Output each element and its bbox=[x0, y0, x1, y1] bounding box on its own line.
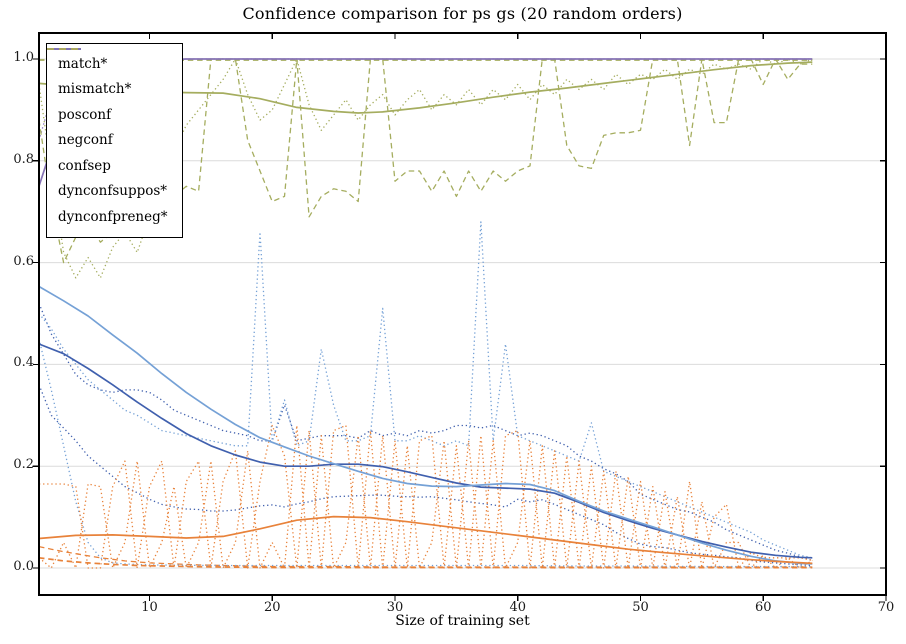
x-tick-label: 70 bbox=[877, 600, 895, 615]
legend-item-label: dynconfpreneg* bbox=[58, 208, 168, 225]
y-tick-label: 0.8 bbox=[13, 151, 34, 167]
x-tick-label: 60 bbox=[754, 600, 772, 615]
series-posconf-noisy-upper bbox=[38, 221, 813, 559]
x-axis-label: Size of training set bbox=[395, 613, 530, 629]
y-tick-label: 0.2 bbox=[13, 457, 34, 473]
legend-item: dynconfsuppos* bbox=[47, 48, 168, 205]
y-tick-label: 0.6 bbox=[13, 253, 34, 269]
chart-title: Confidence comparison for ps gs (20 rand… bbox=[242, 4, 683, 23]
series-dynconfsuppos-smooth bbox=[38, 556, 813, 569]
x-tick-label: 30 bbox=[386, 600, 404, 615]
legend-item-label: negconf bbox=[58, 132, 113, 149]
legend-item: posconf bbox=[47, 48, 168, 128]
legend-item: confsep bbox=[47, 48, 168, 179]
legend-item: match* bbox=[47, 48, 168, 77]
series-negconf-smooth bbox=[38, 343, 813, 559]
series-posconf-noisy-lower bbox=[38, 338, 813, 568]
x-tick-label: 50 bbox=[632, 600, 649, 615]
series-match-smooth bbox=[38, 515, 813, 565]
legend-item-label: mismatch* bbox=[58, 81, 132, 98]
series-match-noisy-upper bbox=[39, 424, 813, 569]
plot-frame bbox=[38, 32, 887, 596]
y-tick-label: 0.0 bbox=[13, 559, 34, 574]
series-match-noisy-lower bbox=[38, 424, 813, 569]
legend-item-label: posconf bbox=[58, 106, 112, 123]
legend-box: match* mismatch* posconf negconf confsep dync… bbox=[46, 43, 183, 238]
series-dynconfsuppos-noisy bbox=[38, 545, 813, 568]
legend-item-label: match* bbox=[58, 55, 108, 72]
legend-item: dynconfpreneg* bbox=[47, 48, 168, 230]
y-tick-label: 0.4 bbox=[13, 355, 34, 371]
legend-item: mismatch* bbox=[47, 48, 168, 103]
legend-line-sample bbox=[47, 48, 81, 50]
x-tick-label: 20 bbox=[263, 600, 281, 615]
series-negconf-noisy-upper bbox=[38, 303, 813, 562]
y-tick-label: 1.0 bbox=[13, 50, 34, 65]
legend-item-label: dynconfsuppos* bbox=[58, 183, 168, 200]
x-tick-label: 10 bbox=[141, 600, 158, 615]
legend-item: negconf bbox=[47, 48, 168, 154]
series-mismatch-smooth bbox=[38, 61, 813, 114]
series-posconf-smooth bbox=[38, 285, 813, 565]
series-negconf-noisy-lower bbox=[38, 384, 813, 567]
x-tick-label: 40 bbox=[509, 600, 526, 615]
legend-item-label: confsep bbox=[58, 157, 111, 174]
